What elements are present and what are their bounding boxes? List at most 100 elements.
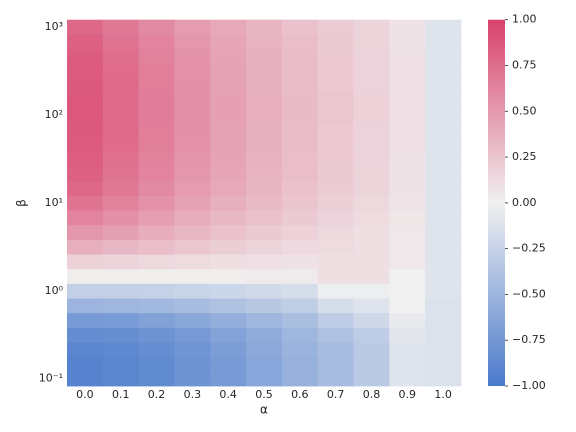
heatmap-cell bbox=[102, 63, 140, 79]
heatmap-cell bbox=[281, 312, 319, 328]
heatmap-cell bbox=[174, 107, 211, 123]
heatmap-cell bbox=[138, 63, 175, 79]
y-axis-label: β bbox=[15, 199, 29, 207]
heatmap-cell bbox=[174, 356, 211, 372]
heatmap-cell bbox=[353, 180, 390, 196]
heatmap-cell bbox=[281, 254, 319, 270]
heatmap-cell bbox=[210, 342, 247, 358]
colorbar-tick-label: −1.00 bbox=[512, 379, 546, 392]
heatmap-cell bbox=[281, 107, 319, 123]
y-tick-label: 10¹ bbox=[45, 196, 63, 209]
heatmap-cell bbox=[210, 63, 247, 79]
heatmap-cell bbox=[425, 254, 462, 270]
heatmap-cell bbox=[174, 180, 211, 196]
heatmap-cell bbox=[317, 342, 354, 358]
heatmap-cell bbox=[317, 312, 354, 328]
heatmap-cell bbox=[102, 298, 140, 314]
heatmap-cell bbox=[389, 342, 426, 358]
heatmap-cell bbox=[353, 224, 390, 240]
heatmap-cell bbox=[246, 356, 283, 372]
heatmap-cell bbox=[138, 151, 175, 167]
heatmap-cell bbox=[174, 19, 211, 35]
x-tick-label: 0.4 bbox=[219, 388, 237, 401]
heatmap-cell bbox=[138, 136, 175, 152]
heatmap-cell bbox=[174, 283, 211, 299]
heatmap-cell bbox=[281, 298, 319, 314]
heatmap-cell bbox=[353, 254, 390, 270]
heatmap-cell bbox=[67, 49, 104, 65]
heatmap-cell bbox=[67, 298, 104, 314]
heatmap-cell bbox=[246, 49, 283, 65]
heatmap-cell bbox=[425, 312, 462, 328]
heatmap-cell bbox=[138, 283, 175, 299]
heatmap-cell bbox=[425, 371, 462, 387]
heatmap-cell bbox=[281, 122, 319, 138]
heatmap-cell bbox=[138, 49, 175, 65]
heatmap-cell bbox=[425, 210, 462, 226]
heatmap-cell bbox=[210, 356, 247, 372]
heatmap-cell bbox=[353, 34, 390, 50]
heatmap-cell bbox=[138, 371, 175, 387]
heatmap-cell bbox=[281, 356, 319, 372]
heatmap-cell bbox=[389, 254, 426, 270]
heatmap-cell bbox=[67, 107, 104, 123]
heatmap-cell bbox=[102, 283, 140, 299]
heatmap-cell bbox=[138, 268, 175, 284]
heatmap-cell bbox=[102, 136, 140, 152]
heatmap-cell bbox=[67, 210, 104, 226]
heatmap-cell bbox=[246, 342, 283, 358]
colorbar-tick-label: 0.50 bbox=[512, 104, 537, 117]
heatmap-cell bbox=[102, 78, 140, 94]
heatmap-cell bbox=[210, 34, 247, 50]
heatmap-cell bbox=[425, 180, 462, 196]
heatmap-cell bbox=[138, 122, 175, 138]
heatmap-cell bbox=[425, 356, 462, 372]
heatmap-cell bbox=[246, 136, 283, 152]
y-tick-label: 10³ bbox=[45, 20, 63, 33]
heatmap-cell bbox=[174, 327, 211, 343]
heatmap-cell bbox=[317, 92, 354, 109]
heatmap-cell bbox=[317, 210, 354, 226]
heatmap-cell bbox=[389, 34, 426, 50]
heatmap-cell bbox=[389, 78, 426, 94]
heatmap-cell bbox=[353, 195, 390, 211]
heatmap-cell bbox=[246, 239, 283, 255]
heatmap-cell bbox=[67, 151, 104, 167]
heatmap-cell bbox=[102, 371, 140, 387]
x-tick-label: 0.0 bbox=[76, 388, 94, 401]
heatmap-cell bbox=[67, 78, 104, 94]
heatmap-cell bbox=[174, 49, 211, 65]
heatmap-cell bbox=[389, 356, 426, 372]
heatmap-cell bbox=[210, 239, 247, 255]
heatmap-cell bbox=[353, 312, 390, 328]
heatmap-cell bbox=[389, 312, 426, 328]
heatmap-cell bbox=[317, 254, 354, 270]
heatmap-cell bbox=[174, 312, 211, 328]
heatmap-cell bbox=[246, 92, 283, 109]
heatmap-cell bbox=[425, 122, 462, 138]
heatmap-cell bbox=[317, 19, 354, 35]
heatmap-cell bbox=[174, 151, 211, 167]
heatmap-cell bbox=[210, 195, 247, 211]
heatmap-cell bbox=[210, 78, 247, 94]
heatmap-cell bbox=[174, 342, 211, 358]
heatmap-cell bbox=[389, 136, 426, 152]
x-tick-label: 0.9 bbox=[399, 388, 417, 401]
heatmap-cell bbox=[389, 63, 426, 79]
heatmap-cell bbox=[425, 107, 462, 123]
heatmap-cell bbox=[317, 356, 354, 372]
heatmap-cell bbox=[389, 283, 426, 299]
heatmap-cell bbox=[353, 371, 390, 387]
heatmap-cell bbox=[138, 210, 175, 226]
heatmap-cell bbox=[389, 19, 426, 35]
colorbar-tick-label: 1.00 bbox=[512, 13, 537, 26]
heatmap-cell bbox=[174, 34, 211, 50]
heatmap-cell bbox=[389, 239, 426, 255]
x-axis-label: α bbox=[260, 403, 268, 417]
heatmap-cell bbox=[353, 342, 390, 358]
heatmap-cell bbox=[281, 195, 319, 211]
heatmap-cell bbox=[174, 136, 211, 152]
heatmap-cell bbox=[281, 327, 319, 343]
heatmap-cell bbox=[67, 342, 104, 358]
heatmap-cell bbox=[353, 122, 390, 138]
